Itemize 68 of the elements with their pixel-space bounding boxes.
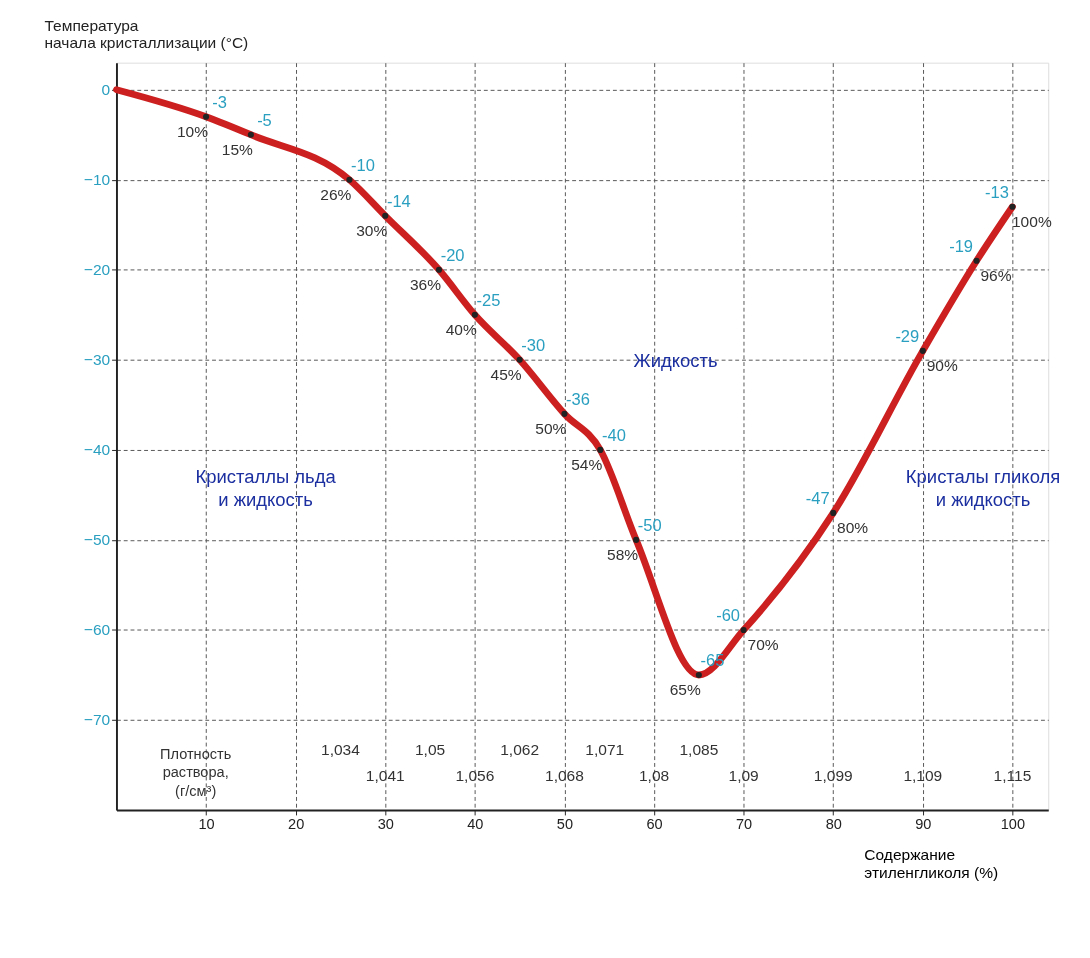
y-tick-label: −20: [83, 261, 111, 279]
annotation: 1,071: [585, 741, 625, 759]
annotation: 1,062: [500, 741, 540, 759]
annotation: 100%: [1011, 213, 1052, 231]
y-tick-label: 0: [101, 81, 111, 99]
x-tick-label: 10: [198, 816, 215, 832]
data-label: -20: [440, 246, 465, 265]
annotation: 96%: [980, 267, 1012, 285]
data-label: -40: [601, 426, 626, 445]
annotation: 65%: [669, 681, 701, 699]
x-tick-label: 20: [288, 816, 305, 832]
data-label: -30: [521, 336, 546, 355]
y-axis-title: Температура начала кристаллизации (°C): [44, 16, 249, 52]
annotation: 1,08: [638, 767, 670, 785]
data-label: -36: [566, 390, 590, 409]
x-tick-label: 30: [377, 816, 394, 832]
x-axis-title: Содержание этиленгликоля (%): [864, 846, 999, 881]
y-tick-label: −30: [83, 351, 111, 369]
y-tick-label: −70: [83, 711, 111, 729]
data-label: -25: [476, 291, 501, 310]
annotation: 36%: [409, 276, 442, 294]
data-label: -5: [257, 111, 272, 129]
x-tick-label: 60: [646, 816, 663, 832]
y-tick-label: −60: [83, 621, 111, 639]
annotation: 1,09: [728, 767, 759, 785]
x-tick-label: 90: [915, 816, 932, 832]
annotation: 50%: [535, 420, 567, 438]
x-tick-label: 80: [825, 816, 842, 832]
y-tick-label: −40: [83, 441, 111, 459]
annotation: 30%: [356, 222, 388, 240]
annotation: 54%: [571, 456, 603, 474]
x-tick-label: 50: [556, 816, 574, 832]
annotation: 70%: [747, 636, 779, 654]
data-label: -14: [386, 192, 411, 211]
annotation: 1,056: [455, 767, 495, 785]
annotation: Плотность раствора, (г/см³): [160, 745, 232, 799]
annotation: Кристалы гликоля и жидкость: [905, 466, 1061, 510]
annotation: 90%: [926, 357, 958, 375]
annotation: 80%: [837, 519, 869, 537]
data-label: -19: [949, 237, 973, 256]
data-label: -47: [805, 489, 830, 508]
annotation: 1,115: [993, 767, 1032, 785]
annotation: Кристаллы льда и жидкость: [195, 466, 337, 510]
data-label: -3: [212, 92, 227, 111]
x-tick-label: 70: [736, 816, 753, 832]
annotation: 58%: [607, 546, 639, 564]
annotation: 1,05: [414, 741, 446, 759]
data-label: -13: [984, 183, 1009, 202]
annotation: 1,099: [813, 767, 853, 785]
annotation: 1,041: [365, 767, 405, 785]
x-tick-label: 100: [1000, 816, 1026, 832]
annotation: 15%: [221, 141, 253, 159]
annotation: 1,109: [903, 767, 943, 785]
y-tick-label: −50: [83, 531, 111, 549]
annotation: 10%: [176, 123, 209, 141]
x-tick-label: 40: [467, 816, 484, 832]
data-label: -60: [716, 606, 741, 625]
annotation: 26%: [320, 186, 352, 204]
annotation: Жидкость: [633, 350, 718, 372]
annotation: 1,068: [545, 767, 584, 785]
data-label: -50: [637, 516, 662, 535]
data-label: -10: [351, 156, 375, 175]
annotation: 1,034: [321, 741, 361, 759]
annotation: 40%: [445, 321, 477, 339]
annotation: 45%: [490, 366, 522, 384]
y-tick-label: −10: [83, 171, 111, 189]
data-label: -29: [895, 327, 920, 346]
annotation: 1,085: [679, 741, 719, 759]
